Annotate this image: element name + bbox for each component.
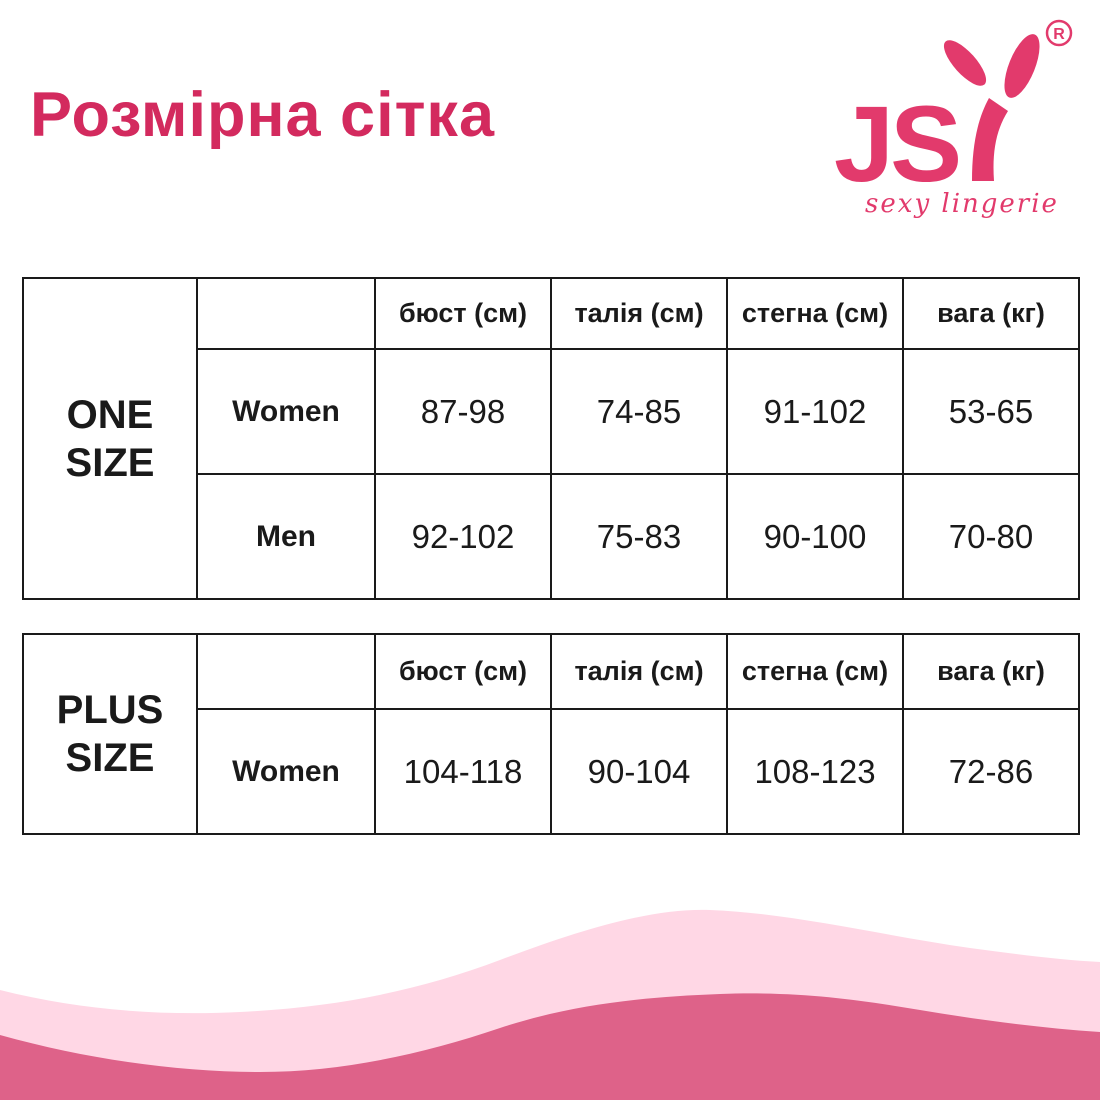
row-label-women: Women (196, 348, 376, 475)
plus-size-label: PLUS SIZE (22, 633, 198, 835)
logo-y-stem (972, 98, 1008, 181)
value-women-waist: 74-85 (550, 348, 728, 475)
column-header-weight: вага (кг) (902, 633, 1080, 710)
footer-wave-decoration (0, 850, 1100, 1100)
jsy-logo: R JS sexy lingerie (826, 4, 1100, 222)
table-row: Men 92-102 75-83 90-100 70-80 (23, 473, 1080, 600)
jsy-logo-graphic: R JS sexy lingerie (834, 19, 1073, 219)
logo-right-leaf-icon (1004, 34, 1040, 98)
value-plus-women-weight: 72-86 (902, 708, 1080, 835)
logo-left-leaf-icon (943, 40, 987, 86)
one-size-table: ONE SIZE бюст (см) талія (см) стегна (см… (22, 277, 1080, 600)
value-women-bust: 87-98 (374, 348, 552, 475)
value-plus-women-hips: 108-123 (726, 708, 904, 835)
one-size-label: ONE SIZE (22, 277, 198, 600)
value-men-waist: 75-83 (550, 473, 728, 600)
value-plus-women-bust: 104-118 (374, 708, 552, 835)
blank-corner-cell (196, 633, 376, 710)
registered-mark-letter: R (1053, 26, 1065, 43)
column-header-hips: стегна (см) (726, 277, 904, 350)
row-label-women: Women (196, 708, 376, 835)
registered-mark-icon (1045, 19, 1073, 47)
table-row: Women 87-98 74-85 91-102 53-65 (23, 348, 1080, 475)
wave-dark-shape (0, 993, 1100, 1100)
logo-js-letters: JS (834, 83, 958, 204)
column-header-bust: бюст (см) (374, 633, 552, 710)
column-header-waist: талія (см) (550, 277, 728, 350)
value-men-hips: 90-100 (726, 473, 904, 600)
footer-wave-graphic (0, 909, 1100, 1100)
row-label-men: Men (196, 473, 376, 600)
table-row: Women 104-118 90-104 108-123 72-86 (23, 708, 1080, 835)
value-women-weight: 53-65 (902, 348, 1080, 475)
column-header-weight: вага (кг) (902, 277, 1080, 350)
value-women-hips: 91-102 (726, 348, 904, 475)
blank-corner-cell (196, 277, 376, 350)
page-title: Розмірна сітка (30, 80, 495, 150)
column-header-waist: талія (см) (550, 633, 728, 710)
value-men-bust: 92-102 (374, 473, 552, 600)
column-header-bust: бюст (см) (374, 277, 552, 350)
logo-tagline: sexy lingerie (865, 189, 1059, 219)
value-men-weight: 70-80 (902, 473, 1080, 600)
value-plus-women-waist: 90-104 (550, 708, 728, 835)
plus-size-table: PLUS SIZE бюст (см) талія (см) стегна (с… (22, 633, 1080, 835)
column-header-hips: стегна (см) (726, 633, 904, 710)
